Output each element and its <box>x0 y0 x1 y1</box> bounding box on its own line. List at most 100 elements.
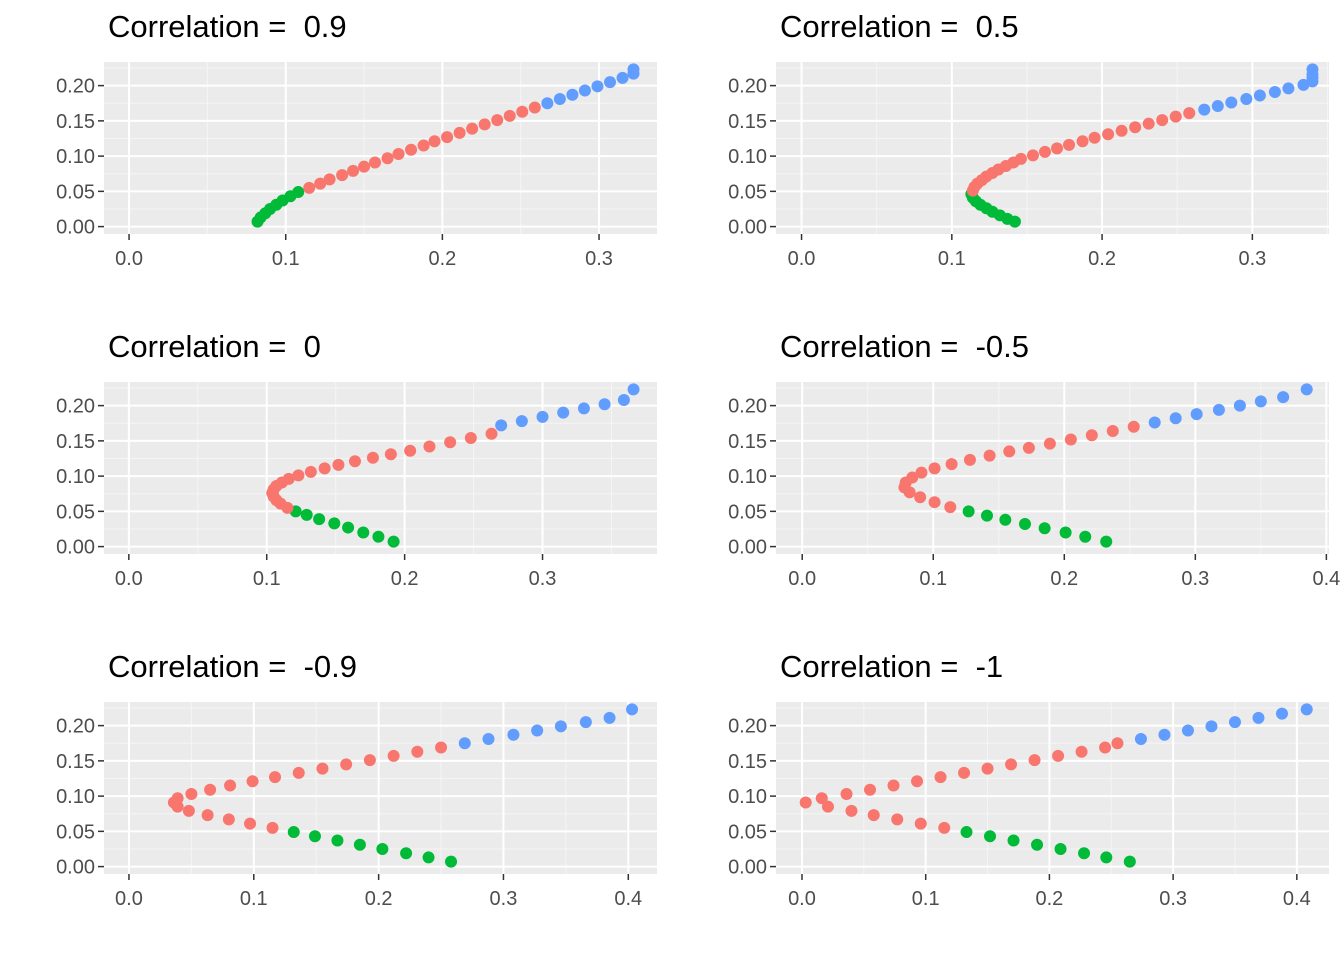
x-tick-label: 0.2 <box>1036 888 1064 910</box>
scatter-point <box>1300 703 1313 716</box>
scatter-point <box>318 462 331 475</box>
y-tick-label: 0.10 <box>728 466 767 488</box>
scatter-point <box>353 838 366 851</box>
scatter-point <box>1252 711 1265 724</box>
y-tick-label: 0.05 <box>728 501 767 523</box>
x-tick-label: 0.0 <box>788 888 816 910</box>
scatter-point <box>1181 724 1194 737</box>
scatter-point <box>1076 135 1089 148</box>
y-tick-label: 0.10 <box>728 786 767 808</box>
y-tick-label: 0.00 <box>56 537 95 559</box>
y-tick-label: 0.00 <box>56 857 95 879</box>
scatter-point <box>491 114 504 127</box>
scatter-point <box>799 796 812 809</box>
scatter-point <box>292 186 305 199</box>
scatter-point <box>914 817 927 830</box>
scatter-point <box>516 105 529 118</box>
y-tick-label: 0.15 <box>728 431 767 453</box>
scatter-point <box>960 826 973 839</box>
scatter-point <box>357 526 370 539</box>
x-tick-label: 0.0 <box>115 888 143 910</box>
scatter-point <box>1100 535 1113 548</box>
scatter-point <box>411 745 424 758</box>
scatter-point <box>269 771 282 784</box>
scatter-point <box>1063 138 1076 151</box>
scatter-point <box>915 466 928 479</box>
scatter-point <box>458 737 471 750</box>
scatter-point <box>938 821 951 834</box>
scatter-point <box>1169 110 1182 123</box>
x-tick-label: 0.3 <box>585 248 613 270</box>
y-tick-label: 0.15 <box>728 111 767 133</box>
x-tick-label: 0.3 <box>1181 568 1209 590</box>
y-tick-label: 0.00 <box>728 537 767 559</box>
panel-corr-neg0p5: 0.00 0.05 0.10 0.15 0.20 0.0 0.1 0.2 0.3 0.4 <box>728 382 1340 590</box>
scatter-point <box>864 783 877 796</box>
y-tick-label: 0.20 <box>56 716 95 738</box>
y-tick-label: 0.15 <box>56 751 95 773</box>
scatter-point <box>1297 78 1310 91</box>
y-tick-label: 0.00 <box>728 857 767 879</box>
scatter-point <box>348 455 361 468</box>
plot-background <box>104 62 657 234</box>
scatter-point <box>963 453 976 466</box>
scatter-point <box>981 762 994 775</box>
scatter-point <box>328 517 341 530</box>
x-tick-label: 0.2 <box>391 568 419 590</box>
x-tick-label: 0.1 <box>253 568 281 590</box>
scatter-point <box>554 720 567 733</box>
scatter-point <box>914 491 927 504</box>
scatter-point <box>300 508 313 521</box>
y-tick-label: 0.20 <box>56 396 95 418</box>
x-tick-label: 0.1 <box>912 888 940 910</box>
scatter-point <box>598 398 611 411</box>
scatter-point <box>292 766 305 779</box>
scatter-point <box>1183 107 1196 120</box>
scatter-point <box>1100 851 1113 864</box>
plot-background <box>776 702 1329 874</box>
scatter-point <box>441 131 454 144</box>
scatter-point <box>1156 114 1169 127</box>
plot-background <box>776 382 1329 554</box>
scatter-point <box>553 93 566 106</box>
scatter-point <box>1102 128 1115 141</box>
scatter-point <box>313 513 326 526</box>
panel-title: Correlation = -1 <box>780 649 1004 684</box>
scatter-point <box>482 733 495 746</box>
y-tick-label: 0.10 <box>56 786 95 808</box>
scatter-point <box>1054 842 1067 855</box>
scatter-point <box>984 830 997 843</box>
scatter-point <box>980 509 993 522</box>
scatter-point <box>1211 100 1224 113</box>
scatter-point <box>1275 707 1288 720</box>
scatter-point <box>444 436 457 449</box>
x-tick-label: 0.3 <box>490 888 518 910</box>
scatter-point <box>222 813 235 826</box>
scatter-point <box>304 465 317 478</box>
scatter-point <box>287 826 300 839</box>
scatter-point <box>1106 424 1119 437</box>
scatter-point <box>363 754 376 767</box>
scatter-point <box>1038 522 1051 535</box>
x-tick-label: 0.3 <box>1159 888 1187 910</box>
scatter-point <box>579 716 592 729</box>
scatter-point <box>1088 131 1101 144</box>
y-tick-label: 0.20 <box>728 76 767 98</box>
y-tick-label: 0.00 <box>56 217 95 239</box>
scatter-point <box>1198 103 1211 116</box>
scatter-point <box>204 783 217 796</box>
scatter-point <box>308 830 321 843</box>
scatter-point <box>404 444 417 457</box>
scatter-point <box>336 169 349 182</box>
scatter-point <box>934 771 947 784</box>
scatter-point <box>1022 441 1035 454</box>
y-tick-label: 0.10 <box>56 466 95 488</box>
scatter-point <box>1190 408 1203 421</box>
panel-title: Correlation = -0.5 <box>780 329 1029 364</box>
scatter-point <box>372 530 385 543</box>
scatter-point <box>1051 142 1064 155</box>
scatter-point <box>1123 855 1136 868</box>
scatter-point <box>464 432 477 445</box>
x-tick-label: 0.2 <box>1088 248 1116 270</box>
y-tick-label: 0.05 <box>56 821 95 843</box>
